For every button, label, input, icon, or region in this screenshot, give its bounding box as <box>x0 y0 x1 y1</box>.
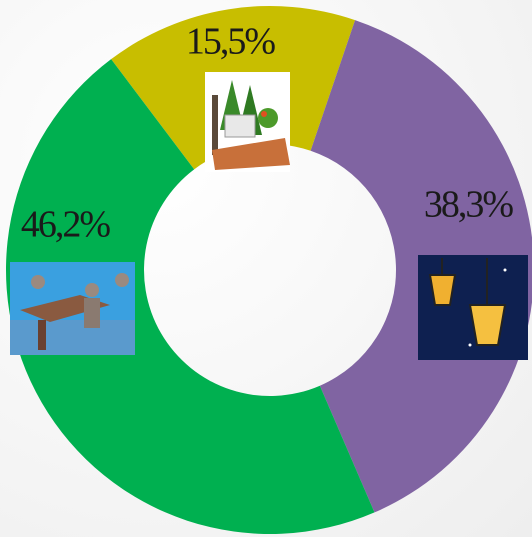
data-label: 46,2% <box>21 204 111 246</box>
data-label: 38,3% <box>424 184 514 226</box>
labels: 15,5% 38,3% 46,2% <box>21 21 516 246</box>
slice <box>6 59 375 535</box>
meeting-icon <box>10 262 135 355</box>
park-icon <box>205 72 290 172</box>
lantern-icon <box>418 255 528 360</box>
data-label: 15,5% <box>186 21 276 63</box>
